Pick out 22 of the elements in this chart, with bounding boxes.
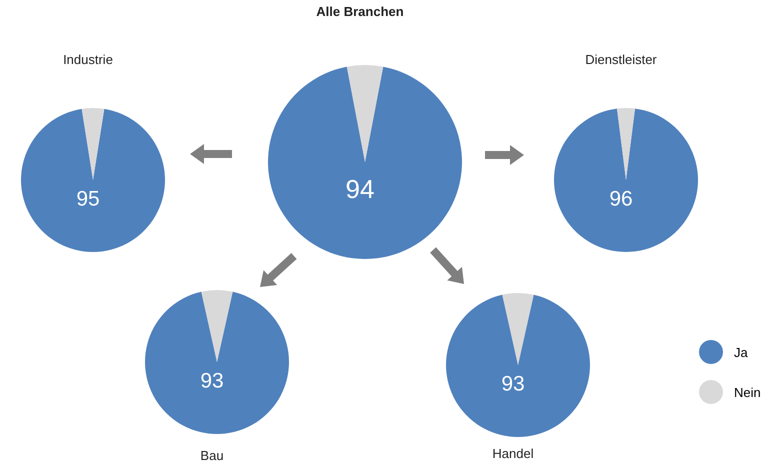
pie-slice	[268, 66, 462, 259]
legend-label: Nein	[734, 384, 761, 400]
legend-label: Ja	[734, 344, 748, 360]
pie-slice	[201, 290, 233, 362]
pie-slice	[346, 65, 384, 162]
text: Handel	[491, 446, 535, 461]
text: Bau	[199, 448, 225, 463]
data-label: 93	[200, 370, 224, 393]
pie-slice	[21, 108, 165, 252]
pie-slice	[82, 108, 104, 180]
chart-title: Dienstleister	[584, 52, 658, 67]
data-label: 95	[76, 188, 100, 211]
data-label: 93	[501, 372, 525, 396]
pie-slice	[616, 108, 636, 180]
data-label: 94	[346, 174, 374, 204]
data-label: 96	[609, 188, 633, 211]
pie-slice	[145, 292, 289, 434]
chart-title: Industrie	[62, 52, 114, 67]
chart-title: Alle Branchen	[315, 4, 405, 19]
pie-slice	[554, 108, 698, 252]
pie-slice	[502, 293, 534, 365]
pie-slice	[446, 294, 590, 437]
